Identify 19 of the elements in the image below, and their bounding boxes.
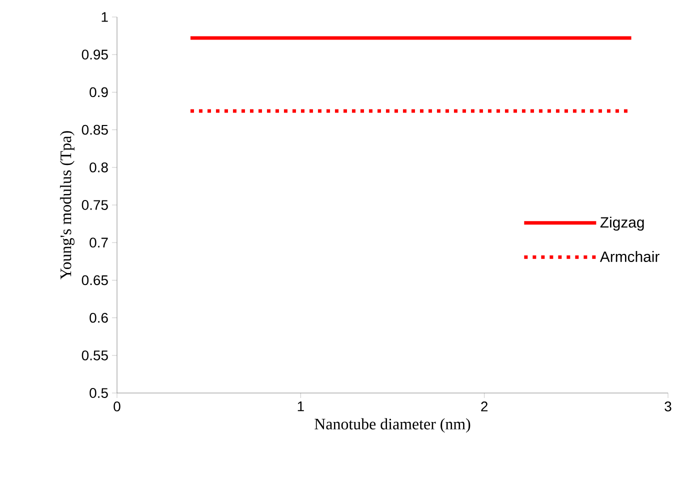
y-tick-label: 0.8 bbox=[90, 162, 108, 172]
y-tick-label: 0.6 bbox=[90, 312, 108, 323]
legend-label: Armchair bbox=[600, 251, 660, 262]
legend-label: Zigzag bbox=[600, 216, 644, 231]
y-tick-label: 0.85 bbox=[82, 124, 108, 135]
y-tick-label: 0.55 bbox=[82, 350, 108, 360]
y-tick-label: 0.5 bbox=[90, 388, 108, 398]
y-tick-label: 0.9 bbox=[90, 87, 108, 98]
x-tick-label: 2 bbox=[481, 402, 488, 412]
y-tick-label: 0.75 bbox=[82, 200, 108, 210]
x-tick-label: 1 bbox=[298, 402, 304, 412]
y-tick-label: 0.7 bbox=[90, 238, 108, 248]
y-axis-title: Young's modulus (Tpa) bbox=[60, 131, 74, 280]
y-tick-label: 0.95 bbox=[82, 50, 108, 60]
y-tick-label: 1 bbox=[102, 12, 108, 22]
x-tick-label: 3 bbox=[664, 402, 672, 412]
x-tick-label: 0 bbox=[114, 402, 120, 412]
x-axis-title: Nanotube diameter (nm) bbox=[314, 418, 470, 433]
y-tick-label: 0.65 bbox=[82, 275, 108, 286]
